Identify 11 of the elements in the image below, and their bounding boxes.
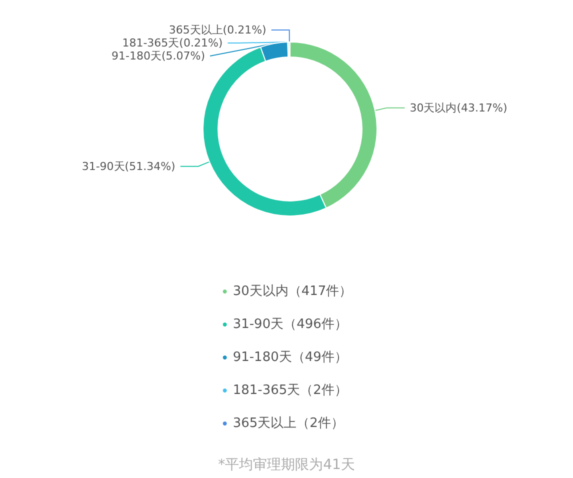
legend-label: 181-365天（2件）	[232, 383, 348, 398]
legend-label: 91-180天（49件）	[232, 350, 348, 365]
data-label: 181-365天(0.21%)	[122, 36, 223, 50]
data-label: 91-180天(5.07%)	[111, 50, 205, 62]
data-label: 30天以内(43.17%)	[410, 101, 508, 114]
text: *平均审理期限为41天	[218, 457, 355, 473]
data-label: 31-90天(51.34%)	[82, 160, 176, 173]
legend-label: 30天以内（417件）	[232, 284, 352, 299]
data-label: 365天以上(0.21%)	[168, 24, 266, 36]
legend-label: 31-90天（496件）	[232, 317, 348, 332]
legend-label: 365天以上（2件）	[232, 416, 344, 431]
